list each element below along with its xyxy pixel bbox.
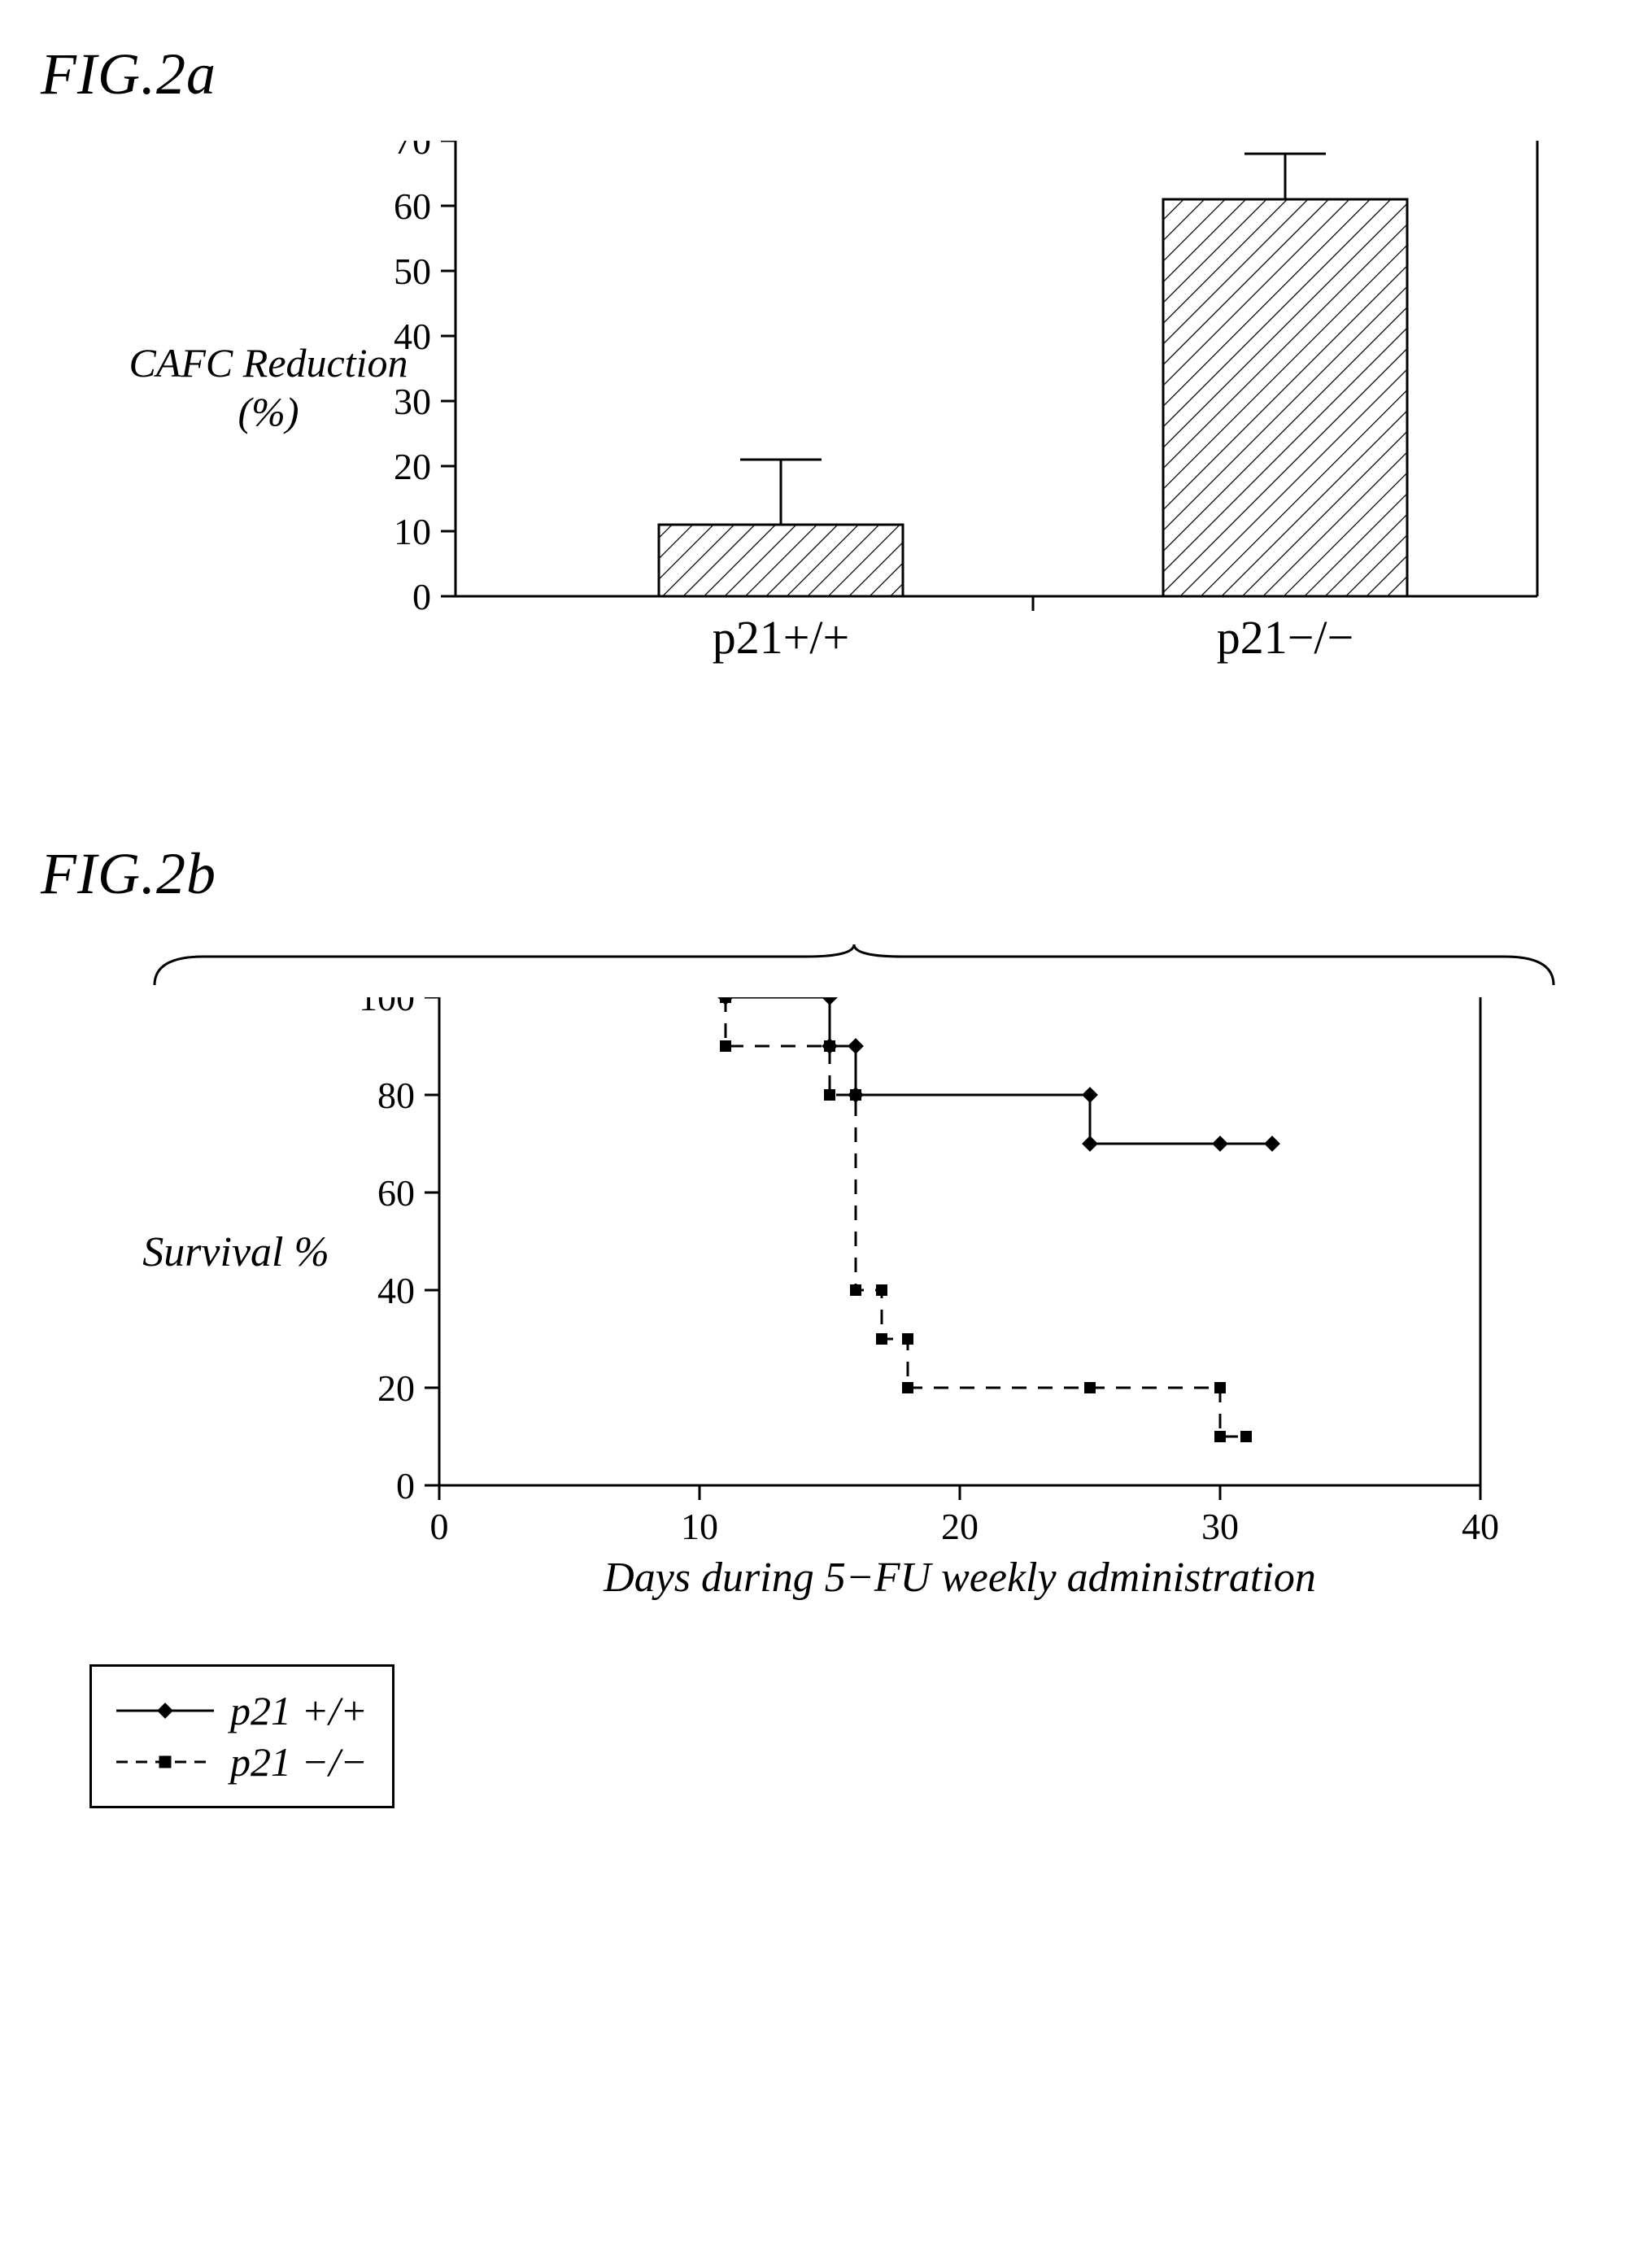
legend-row-p21-ko: p21 −/− bbox=[116, 1738, 368, 1786]
svg-text:20: 20 bbox=[377, 1367, 415, 1409]
svg-text:CAFC Reduction: CAFC Reduction bbox=[129, 340, 408, 386]
svg-text:40: 40 bbox=[377, 1270, 415, 1311]
svg-text:60: 60 bbox=[377, 1172, 415, 1214]
svg-text:p21+/+: p21+/+ bbox=[713, 611, 850, 664]
svg-text:20: 20 bbox=[941, 1506, 979, 1547]
svg-text:0: 0 bbox=[396, 1465, 415, 1506]
svg-text:40: 40 bbox=[1462, 1506, 1499, 1547]
svg-text:Days during 5−FU weekly admini: Days during 5−FU weekly administration bbox=[603, 1554, 1316, 1601]
svg-text:p21−/−: p21−/− bbox=[1217, 611, 1354, 664]
svg-text:20: 20 bbox=[394, 446, 431, 487]
svg-text:70: 70 bbox=[394, 141, 431, 162]
svg-text:10: 10 bbox=[394, 511, 431, 552]
figure-2b-panel: FIG.2b 0 20 40 60 80 100 0 10 20 30 40 Survival % Da… bbox=[41, 840, 1611, 1808]
figure-2b-legend: p21 +/+ p21 −/− bbox=[89, 1664, 394, 1808]
svg-text:0: 0 bbox=[412, 576, 431, 617]
svg-text:100: 100 bbox=[359, 997, 415, 1018]
figure-2a-panel: FIG.2a 010203040506070p21+/+p21−/−CAFC R… bbox=[41, 41, 1611, 726]
figure-2a-chart: 010203040506070p21+/+p21−/−CAFC Reductio… bbox=[41, 141, 1586, 726]
figure-2b-chart: 0 20 40 60 80 100 0 10 20 30 40 Survival % Days duri… bbox=[41, 997, 1586, 1632]
legend-label-p21-wt: p21 +/+ bbox=[230, 1687, 368, 1734]
figure-2b-brace bbox=[41, 940, 1586, 997]
legend-row-p21-wt: p21 +/+ bbox=[116, 1687, 368, 1734]
svg-text:Survival %: Survival % bbox=[142, 1229, 329, 1275]
svg-text:30: 30 bbox=[1201, 1506, 1239, 1547]
svg-text:0: 0 bbox=[430, 1506, 449, 1547]
svg-text:50: 50 bbox=[394, 251, 431, 292]
svg-text:10: 10 bbox=[681, 1506, 718, 1547]
legend-label-p21-ko: p21 −/− bbox=[230, 1738, 368, 1786]
svg-text:60: 60 bbox=[394, 185, 431, 227]
svg-text:80: 80 bbox=[377, 1075, 415, 1116]
figure-2b-label: FIG.2b bbox=[41, 840, 1611, 908]
figure-2a-label: FIG.2a bbox=[41, 41, 1611, 108]
svg-text:(%): (%) bbox=[238, 389, 299, 434]
svg-text:30: 30 bbox=[394, 381, 431, 422]
